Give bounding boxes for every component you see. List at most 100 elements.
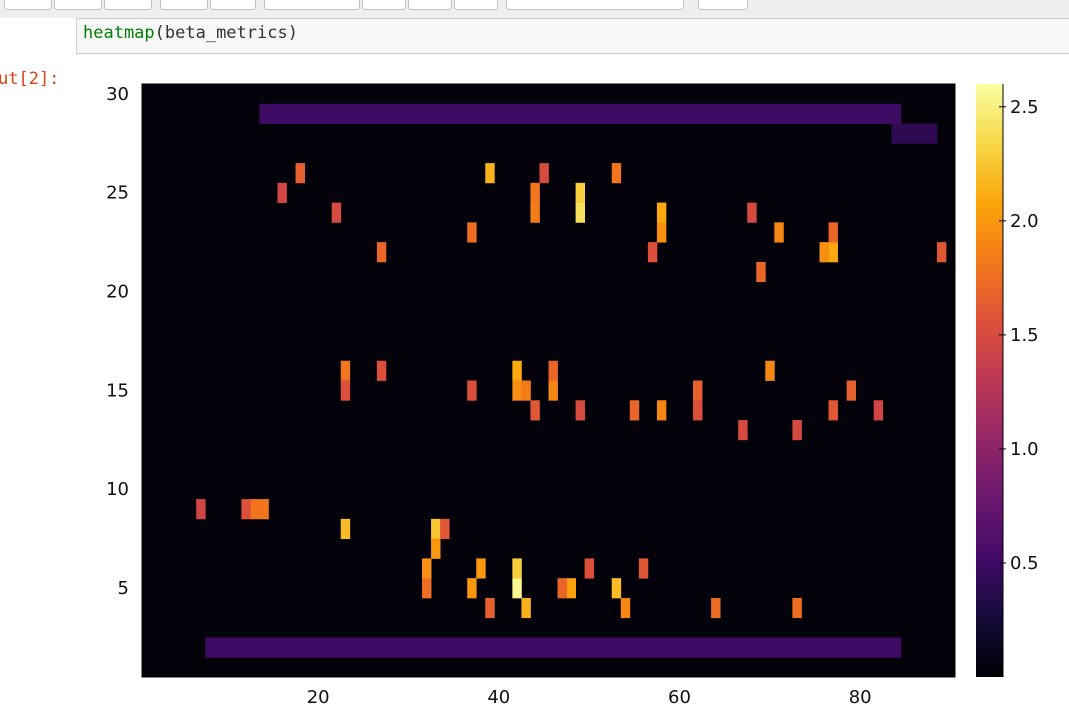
colorbar-tick-label: 1.0	[1010, 439, 1039, 460]
heatmap-border-cell	[331, 103, 342, 124]
heatmap-border-cell	[792, 637, 802, 658]
heatmap-border-cell	[214, 637, 224, 658]
y-axis: 5 10 15 20 25 30	[106, 84, 129, 599]
heatmap-border-cell	[702, 103, 712, 124]
toolbar-button[interactable]	[698, 0, 748, 10]
heatmap-border-cell	[422, 637, 432, 658]
heatmap-border-cell	[205, 637, 215, 658]
toolbar-button[interactable]	[104, 0, 152, 10]
heatmap-border-cell	[548, 637, 558, 658]
heatmap-cell	[575, 400, 586, 421]
heatmap-border-cell	[250, 637, 260, 658]
heatmap-border-cell	[476, 637, 486, 658]
heatmap-border-cell	[503, 637, 513, 658]
heatmap-cell	[629, 400, 640, 421]
heatmap-border-cell	[494, 103, 504, 124]
heatmap-border-cell	[494, 637, 504, 658]
toolbar-button[interactable]	[54, 0, 102, 10]
heatmap-cell	[295, 163, 305, 184]
heatmap-border-cell	[376, 637, 387, 658]
heatmap-border-cell	[756, 637, 766, 658]
heatmap-border-cell	[620, 103, 631, 124]
cell-type-select[interactable]	[506, 0, 684, 10]
heatmap-border-cell	[900, 123, 911, 144]
heatmap-border-cell	[711, 103, 721, 124]
heatmap-border-cell	[458, 103, 468, 124]
heatmap-cell	[485, 163, 495, 184]
heatmap-border-cell	[413, 103, 423, 124]
toolbar-button[interactable]	[408, 0, 452, 10]
heatmap-border-cell	[467, 637, 477, 658]
heatmap-border-cell	[792, 103, 802, 124]
colorbar-tick-label: 2.5	[1010, 97, 1039, 118]
heatmap-cell	[548, 360, 558, 381]
heatmap-border-cell	[684, 103, 694, 124]
heatmap-cell	[611, 163, 622, 184]
heatmap-border-cell	[837, 103, 847, 124]
heatmap-border-cell	[729, 103, 739, 124]
heatmap-cell	[277, 182, 287, 203]
heatmap-cell	[485, 597, 495, 619]
heatmap-border-cell	[656, 637, 667, 658]
heatmap-border-cell	[693, 103, 703, 124]
heatmap-cell	[530, 400, 540, 421]
heatmap-border-cell	[729, 637, 739, 658]
toolbar-button[interactable]	[4, 0, 52, 10]
heatmap-border-cell	[331, 637, 342, 658]
heatmap-border-cell	[918, 123, 929, 144]
heatmap-cell	[512, 578, 522, 599]
heatmap-border-cell	[801, 103, 811, 124]
heatmap-cell	[647, 242, 658, 263]
heatmap-border-cell	[467, 103, 477, 124]
heatmap-cell	[846, 380, 857, 401]
heatmap-border-cell	[584, 637, 595, 658]
toolbar-button[interactable]	[454, 0, 498, 10]
heatmap-border-cell	[385, 637, 396, 658]
heatmap-border-cell	[756, 103, 766, 124]
heatmap-cell	[422, 578, 432, 599]
heatmap-border-cell	[223, 637, 233, 658]
code-line[interactable]: heatmap(beta_metrics)	[83, 21, 298, 45]
heatmap-cell	[656, 222, 667, 243]
heatmap-border-cell	[385, 103, 396, 124]
notebook-toolbar	[0, 0, 1069, 18]
heatmap-cell	[422, 558, 432, 579]
heatmap-border-cell	[629, 637, 640, 658]
heatmap-border-cell	[693, 637, 703, 658]
toolbar-button[interactable]	[362, 0, 406, 10]
code-input-cell[interactable]	[76, 18, 1069, 54]
heatmap-cell	[575, 202, 586, 223]
toolbar-button[interactable]	[210, 0, 256, 10]
toolbar-button[interactable]	[160, 0, 208, 10]
y-tick-label: 10	[106, 479, 129, 500]
heatmap-border-cell	[638, 103, 649, 124]
heatmap-border-cell	[665, 637, 676, 658]
heatmap-border-cell	[810, 637, 820, 658]
heatmap-border-cell	[593, 637, 604, 658]
heatmap-cell	[440, 518, 450, 540]
toolbar-button[interactable]	[264, 0, 360, 10]
heatmap-border-cell	[702, 637, 712, 658]
heatmap-cell	[584, 558, 595, 579]
x-axis: 20 40 60 80	[307, 687, 872, 708]
heatmap-border-cell	[413, 637, 423, 658]
heatmap-border-cell	[855, 103, 866, 124]
heatmap-border-cell	[765, 103, 775, 124]
heatmap-cell	[774, 222, 784, 243]
heatmap-cell	[467, 380, 477, 401]
heatmap-border-cell	[674, 637, 685, 658]
y-tick-label: 25	[106, 183, 129, 204]
colorbar-tick-label: 1.5	[1010, 325, 1039, 346]
heatmap-cell	[566, 578, 576, 599]
heatmap-border-cell	[431, 103, 441, 124]
heatmap-border-cell	[864, 637, 875, 658]
heatmap-border-cell	[530, 637, 540, 658]
heatmap-border-cell	[295, 637, 305, 658]
heatmap-cell	[548, 380, 558, 401]
heatmap-border-cell	[376, 103, 387, 124]
heatmap-border-cell	[674, 103, 685, 124]
heatmap-cell	[530, 182, 540, 203]
heatmap-border-cell	[638, 637, 649, 658]
heatmap-cell	[376, 360, 387, 381]
x-tick-label: 20	[307, 687, 330, 708]
